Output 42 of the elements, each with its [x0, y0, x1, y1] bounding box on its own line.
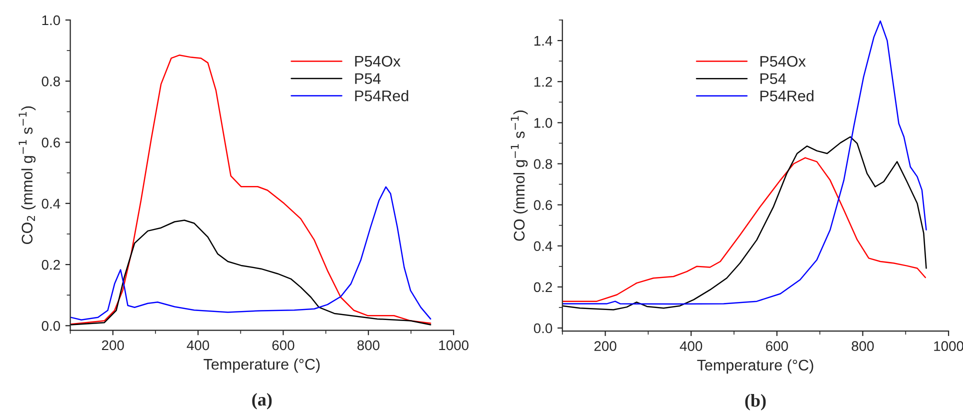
y-tick-label: 0.0: [534, 323, 552, 334]
y-tick-label: 0.6: [534, 200, 552, 210]
y-axis-title: CO (mmol g$^{−1}$ s$^{−1}$): [510, 110, 528, 241]
x-tick-label: 400: [186, 340, 210, 350]
x-tick-label: 400: [680, 341, 702, 352]
x-tick-label: 1000: [934, 341, 963, 352]
y-tick-label: 0.8: [534, 159, 552, 169]
x-tick-label: 800: [852, 341, 874, 352]
y-tick-label: 1.4: [534, 36, 552, 46]
x-tick-label: 800: [357, 340, 380, 350]
y-tick-label: 1.0: [534, 118, 552, 128]
y-tick-label: 0.0: [42, 321, 60, 331]
legend-label: P54: [355, 73, 381, 84]
y-tick-label: 1.2: [534, 76, 552, 87]
line-series: [562, 20, 927, 305]
y-tick-label: 0.2: [42, 260, 60, 270]
text: (b): [745, 394, 766, 410]
x-tick-label: 200: [594, 341, 616, 352]
y-tick-label: 0.2: [534, 282, 552, 292]
y-axis-title: CO$_{2}$ (mmol g$^{−1}$ s$^{−1}$): [18, 106, 36, 244]
line-series: [70, 54, 432, 325]
x-tick-label: 600: [766, 341, 788, 352]
x-axis-title: Temperature (°C): [204, 358, 320, 373]
text: (a): [252, 393, 272, 410]
legend-label: P54Red: [355, 90, 408, 102]
y-tick-label: 0.6: [42, 138, 60, 148]
line-series: [70, 220, 432, 326]
legend-label: P54: [760, 73, 786, 84]
legend-label: P54Ox: [760, 56, 806, 67]
y-tick-label: 0.8: [42, 76, 60, 86]
x-tick-label: 200: [102, 340, 124, 350]
x-axis-title: Temperature (°C): [697, 359, 814, 374]
legend-label: P54Ox: [355, 56, 400, 67]
y-tick-label: 0.4: [534, 241, 552, 252]
line-series: [70, 186, 432, 320]
x-tick-label: 1000: [439, 340, 468, 350]
x-tick-label: 600: [272, 340, 294, 350]
line-series: [562, 136, 927, 310]
line-series: [562, 157, 926, 302]
y-tick-label: 0.4: [42, 198, 60, 209]
legend-label: P54Red: [760, 90, 814, 102]
y-tick-label: 1.0: [42, 15, 60, 26]
